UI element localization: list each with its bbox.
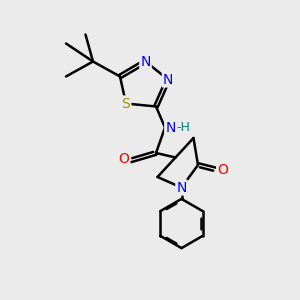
Text: O: O [118, 152, 129, 166]
Text: N: N [163, 73, 173, 86]
Text: S: S [122, 97, 130, 110]
Text: O: O [217, 163, 228, 176]
Text: N: N [165, 121, 176, 134]
Text: N: N [140, 55, 151, 68]
Text: N: N [176, 181, 187, 194]
Text: -H: -H [177, 121, 190, 134]
